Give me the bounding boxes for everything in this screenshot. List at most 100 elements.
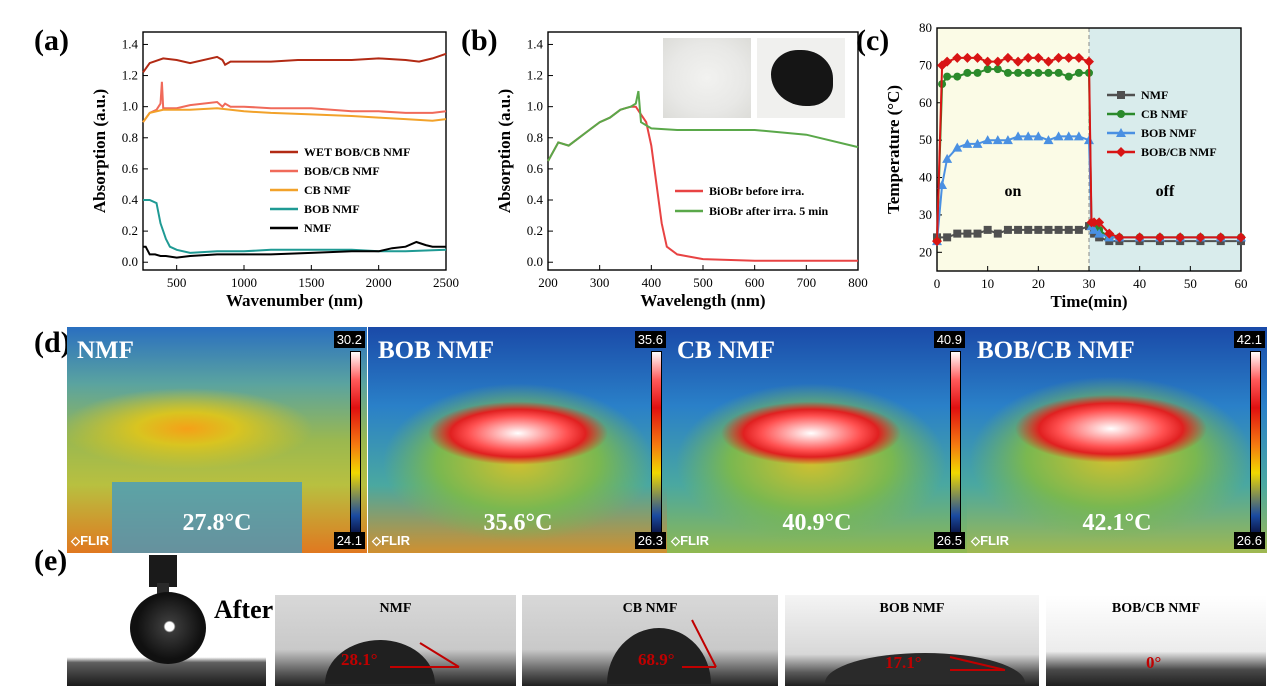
x-axis-label: Wavenumber (nm) [226, 291, 363, 310]
series-line [143, 240, 446, 259]
data-point [1154, 232, 1165, 243]
thermal-label: CB NMF [677, 337, 775, 364]
data-point [993, 65, 1002, 74]
thermal-temperature: 35.6°C [483, 510, 553, 536]
droplet-label: BOB/CB NMF [1111, 601, 1201, 616]
contact-angle-bob-cb-nmf: BOB/CB NMF 0° [1046, 595, 1266, 686]
thermal-min: 24.1 [333, 532, 365, 549]
y-tick-label: 1.0 [527, 99, 543, 114]
data-point [1023, 131, 1034, 141]
x-tick-label: 50 [1184, 276, 1197, 291]
data-point [952, 52, 963, 63]
data-point [993, 229, 1002, 238]
thermal-min: 26.5 [933, 532, 965, 549]
panel-label-e: (e) [34, 544, 68, 577]
data-point [1084, 56, 1094, 67]
droplet-label: CB NMF [622, 601, 678, 616]
angle-marker [949, 656, 1006, 671]
y-tick-label: 0.4 [527, 192, 544, 207]
data-point [1054, 225, 1063, 234]
x-tick-label: 0 [934, 276, 941, 291]
y-tick-label: 1.2 [122, 68, 138, 83]
data-point [1033, 52, 1044, 63]
series-line [142, 107, 447, 123]
y-tick-label: 1.2 [527, 68, 543, 83]
off-region [1089, 28, 1241, 271]
data-point [1024, 68, 1033, 77]
x-tick-label: 20 [1032, 276, 1045, 291]
data-point [1089, 217, 1100, 228]
legend-label: NMF [1141, 88, 1168, 102]
y-tick-label: 30 [919, 207, 932, 222]
thermal-temperature: 40.9°C [782, 510, 852, 536]
x-tick-label: 300 [590, 275, 610, 290]
thermal-image-bob-nmf: BOB NMF 35.6°C 35.6 26.3 ⬦FLIR [368, 327, 668, 553]
angle-marker [390, 642, 460, 668]
thermal-image-cb-nmf: CB NMF 40.9°C 40.9 26.5 ⬦FLIR [667, 327, 967, 553]
data-point [1104, 228, 1115, 239]
data-point [1034, 225, 1043, 234]
series-line [142, 52, 447, 73]
contact-angle-nmf: NMF 28.1° [275, 595, 516, 686]
data-point [1195, 232, 1206, 243]
chart-c: on off 0 10 20 30 40 50 60 20 30 40 50 60 70 80 Time(min… [884, 20, 1248, 311]
data-point [1114, 232, 1125, 243]
droplet-label: NMF [379, 601, 412, 616]
y-tick-label: 1.4 [527, 36, 544, 51]
data-point [1044, 225, 1053, 234]
thermal-min: 26.3 [634, 532, 666, 549]
data-point [1033, 131, 1044, 141]
data-point [992, 56, 1003, 67]
data-point [953, 72, 962, 81]
x-axis-label: Time(min) [1050, 292, 1127, 311]
legend-marker [1117, 91, 1125, 99]
data-point [972, 138, 983, 148]
flir-logo: ⬦FLIR [971, 533, 1009, 548]
data-point [1063, 52, 1074, 63]
data-point [1074, 68, 1083, 77]
data-point [1053, 131, 1064, 141]
droplet-label: BOB NMF [879, 601, 945, 616]
x-tick-label: 10 [981, 276, 994, 291]
legend-label: CB NMF [304, 183, 351, 197]
thermal-min: 26.6 [1233, 532, 1265, 549]
data-point [983, 225, 992, 234]
panel-label-d: (d) [34, 326, 71, 359]
legend-label: BOB NMF [1141, 126, 1197, 140]
data-point [962, 52, 973, 63]
y-tick-label: 0.0 [527, 254, 543, 269]
data-point [1094, 217, 1105, 228]
data-point [1054, 68, 1063, 77]
y-tick-label: 40 [919, 170, 932, 185]
x-tick-label: 60 [1235, 276, 1248, 291]
y-tick-label: 0.4 [122, 192, 139, 207]
y-tick-label: 20 [919, 244, 932, 259]
flir-logo: ⬦FLIR [71, 533, 109, 548]
data-point [1094, 228, 1105, 238]
x-tick-label: 600 [745, 275, 765, 290]
series-line [936, 56, 1241, 242]
y-axis-label: Temperature (°C) [884, 85, 903, 214]
legend-label: WET BOB/CB NMF [304, 145, 410, 159]
contact-angle-cb-nmf: CB NMF 68.9° [522, 595, 778, 686]
contact-angle-bob-nmf: BOB NMF 17.1° [785, 595, 1039, 686]
y-tick-label: 0.8 [122, 130, 138, 145]
chart-a: 500 1000 1500 2000 2500 0.0 0.2 0.4 0.6 0.8 1.0 1.2… [90, 31, 459, 310]
thermal-max: 42.1 [1233, 331, 1265, 348]
thermal-image-bob-cb-nmf: BOB/CB NMF 42.1°C 42.1 26.6 ⬦FLIR [967, 327, 1267, 553]
flir-logo: ⬦FLIR [372, 533, 410, 548]
legend-marker [1116, 147, 1126, 157]
legend-marker [1117, 110, 1125, 118]
series-line [142, 81, 447, 123]
legend-marker [1116, 128, 1126, 137]
x-tick-label: 1000 [231, 275, 257, 290]
y-tick-label: 0.6 [122, 161, 139, 176]
data-point [1063, 131, 1074, 141]
contact-angle-value: 0° [1146, 653, 1162, 672]
angle-marker [682, 619, 717, 668]
chart-b: 200 300 400 500 600 700 800 0.0 0.2 0.4 0.6 0.8 1.0 1… [495, 31, 868, 310]
data-point [932, 236, 942, 247]
y-tick-label: 0.8 [527, 130, 543, 145]
legend-label: CB NMF [1141, 107, 1188, 121]
thermal-colorbar [350, 351, 361, 539]
